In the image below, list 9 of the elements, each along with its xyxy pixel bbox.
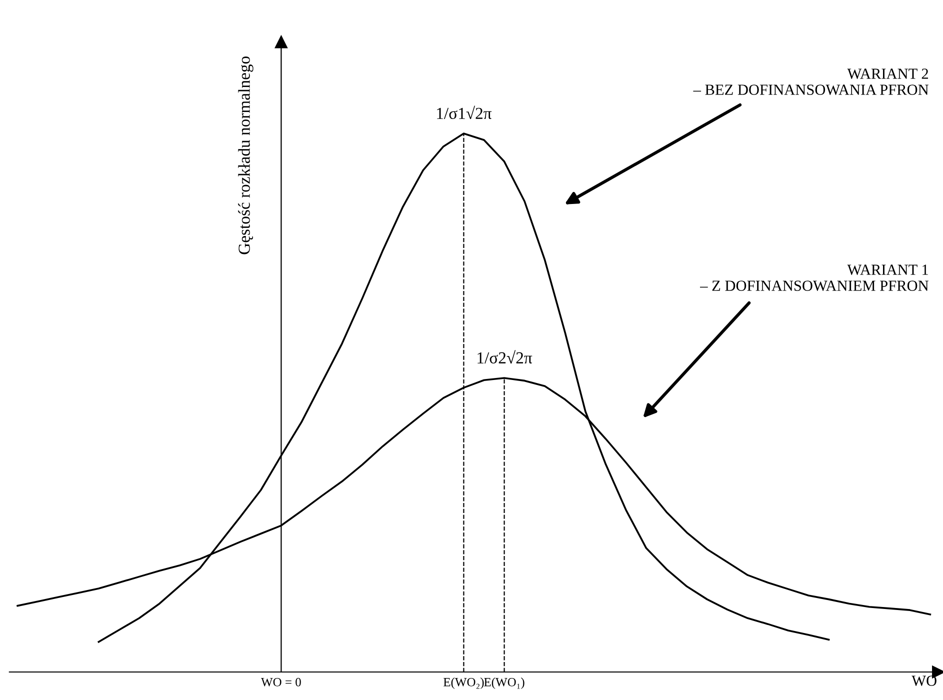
annotation: 1/σ2√2π (478, 350, 532, 364)
annotation: 1/σ1√2π (437, 106, 492, 120)
x-tick-label: E(WO₁) (484, 678, 524, 689)
text: WARIANT 2 – BEZ DOFINANSOWANIA PFRON (693, 68, 929, 95)
x-tick-label: WO = 0 (261, 678, 301, 686)
annotation: WARIANT 1 – Z DOFINANSOWANIEM PFRON (700, 264, 929, 291)
y-axis-title: Gęstość rozkładu normalnego (238, 56, 254, 254)
x-tick-label: E(WO₂) (444, 678, 484, 689)
x-axis-title: WO (912, 676, 936, 686)
